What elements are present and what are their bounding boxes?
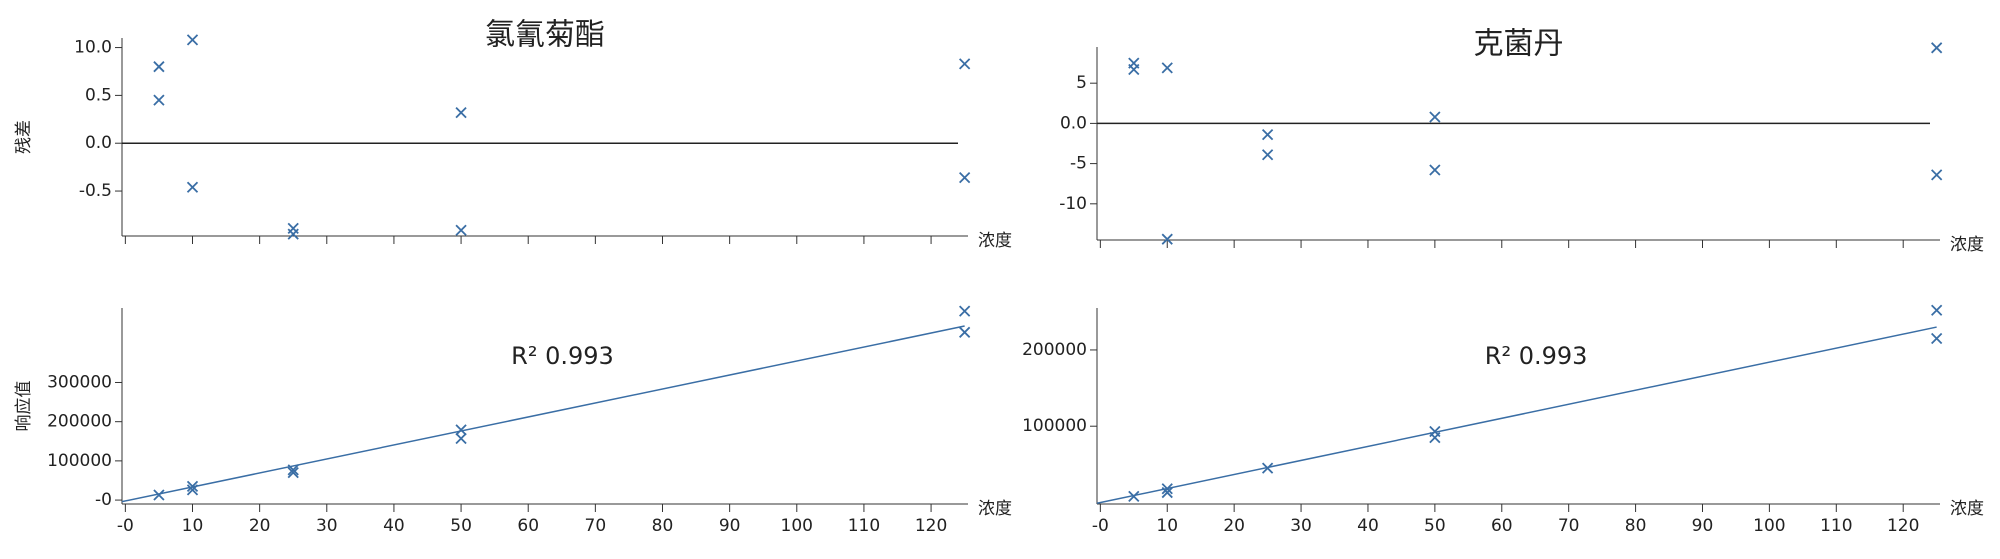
- y-tick-label: 0.0: [85, 133, 112, 153]
- x-tick-label: 110: [1820, 516, 1852, 536]
- point: [287, 464, 299, 476]
- y-tick-label: 100000: [47, 451, 112, 471]
- point: [1429, 164, 1441, 176]
- x-axis-label: 浓度: [978, 231, 1012, 251]
- point: [1261, 462, 1274, 474]
- point: [455, 224, 467, 236]
- x-tick-label: 100: [781, 516, 813, 536]
- x-tick-label: -0: [1092, 516, 1109, 536]
- x-axis-label: 浓度: [978, 499, 1012, 519]
- y-axis-label: 响应值: [14, 381, 34, 432]
- y-tick-label: 0.5: [85, 85, 112, 105]
- y-tick-label: 200000: [1022, 340, 1087, 360]
- x-tick-label: 20: [1223, 516, 1245, 536]
- point: [153, 94, 165, 106]
- y-tick-label: -0.5: [79, 181, 112, 201]
- x-tick-label: 70: [1558, 516, 1580, 536]
- x-tick-label: 90: [1692, 516, 1714, 536]
- x-tick-label: 80: [652, 516, 674, 536]
- point: [959, 58, 971, 70]
- y-tick-label: 300000: [47, 372, 112, 392]
- x-tick-label: 50: [450, 516, 472, 536]
- x-tick-label: 30: [1290, 516, 1312, 536]
- chart-title: 克菌丹: [1474, 27, 1564, 62]
- y-tick-label: 10.0: [74, 38, 112, 58]
- point: [959, 326, 971, 338]
- x-tick-label: 10: [182, 516, 204, 536]
- x-tick-label: 40: [383, 516, 405, 536]
- point: [186, 34, 199, 46]
- annotation: R² 0.993: [511, 342, 614, 370]
- point: [153, 489, 165, 501]
- point: [287, 228, 299, 240]
- y-tick-label: 100000: [1022, 416, 1087, 436]
- x-tick-label: 60: [517, 516, 539, 536]
- x-tick-label: 110: [848, 516, 880, 536]
- x-tick-label: 70: [585, 516, 607, 536]
- x-tick-label: -0: [117, 516, 134, 536]
- point: [1429, 111, 1441, 123]
- point: [959, 172, 971, 184]
- y-tick-label: 5: [1076, 73, 1087, 93]
- point: [1161, 486, 1173, 499]
- point: [186, 181, 199, 193]
- x-tick-label: 120: [1887, 516, 1919, 536]
- y-axis-label: 残差: [14, 120, 34, 154]
- fit-line: [121, 325, 965, 503]
- point: [455, 106, 467, 119]
- point: [1931, 304, 1943, 316]
- y-tick-label: -0: [95, 490, 112, 510]
- point: [287, 467, 299, 479]
- point: [1261, 129, 1274, 141]
- point: [1128, 63, 1140, 76]
- x-tick-label: 20: [249, 516, 271, 536]
- x-tick-label: 120: [915, 516, 947, 536]
- x-tick-label: 50: [1424, 516, 1446, 536]
- point: [186, 484, 199, 496]
- point: [455, 432, 467, 445]
- point: [1161, 62, 1173, 74]
- fit-line: [1096, 326, 1937, 504]
- x-tick-label: 100: [1753, 516, 1785, 536]
- y-tick-label: 0.0: [1060, 113, 1087, 133]
- point: [1128, 490, 1140, 503]
- point: [455, 424, 467, 436]
- point: [1931, 42, 1943, 54]
- y-tick-label: -5: [1070, 154, 1087, 174]
- annotation: R² 0.993: [1485, 342, 1588, 370]
- point: [1161, 483, 1173, 495]
- point: [186, 480, 199, 492]
- point: [153, 61, 165, 73]
- chart-title: 氯氰菊酯: [485, 18, 605, 53]
- x-tick-label: 90: [719, 516, 741, 536]
- point: [1161, 233, 1173, 245]
- x-tick-label: 60: [1491, 516, 1513, 536]
- point: [959, 305, 971, 317]
- point: [1931, 332, 1943, 345]
- y-tick-label: -10: [1059, 194, 1087, 214]
- x-tick-label: 10: [1156, 516, 1178, 536]
- y-tick-label: 200000: [47, 412, 112, 432]
- x-axis-label: 浓度: [1950, 235, 1984, 255]
- x-tick-label: 80: [1625, 516, 1647, 536]
- x-tick-label: 40: [1357, 516, 1379, 536]
- point: [1931, 169, 1943, 181]
- point: [1261, 149, 1274, 161]
- x-axis-label: 浓度: [1950, 499, 1984, 519]
- point: [1429, 432, 1441, 444]
- x-tick-label: 30: [316, 516, 338, 536]
